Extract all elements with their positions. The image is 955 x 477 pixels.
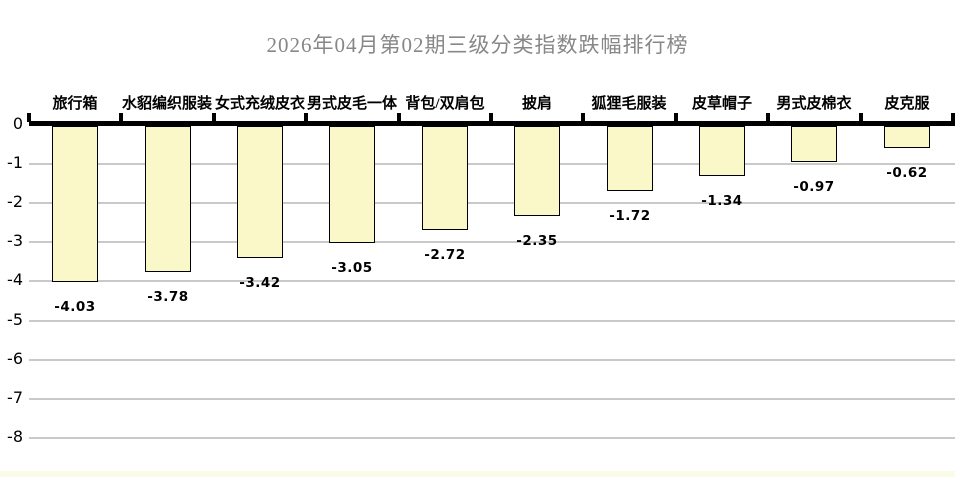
category-label: 旅行箱 (52, 96, 98, 112)
bar (237, 126, 283, 258)
gridline (29, 359, 955, 361)
y-axis-tick-label: -3 (7, 231, 23, 250)
category-label: 狐狸毛服装 (591, 96, 667, 112)
y-axis-tick-label: -6 (7, 349, 23, 368)
bar-value-label: -0.97 (793, 179, 835, 195)
bar (607, 126, 653, 191)
axis-tick (397, 113, 401, 122)
axis-tick (766, 113, 770, 122)
gridline (29, 163, 955, 165)
bar-value-label: -3.05 (331, 260, 373, 276)
y-axis-tick-label: -2 (7, 192, 23, 211)
y-axis-tick-label: -1 (7, 153, 23, 172)
bar (52, 126, 98, 282)
axis-tick (489, 113, 493, 122)
bar-value-label: -4.03 (54, 299, 96, 315)
y-axis-tick-label: 0 (12, 114, 23, 133)
bar (422, 126, 468, 230)
category-label: 披肩 (521, 96, 552, 112)
category-label: 背包/双肩包 (405, 96, 485, 112)
y-axis-tick-label: -5 (7, 310, 23, 329)
gridline (29, 202, 955, 204)
y-axis-tick-label: -7 (7, 388, 23, 407)
axis-tick (674, 113, 678, 122)
bar (329, 126, 375, 243)
gridline (29, 280, 955, 282)
bar (514, 126, 560, 216)
gridline (29, 398, 955, 400)
axis-tick (212, 113, 216, 122)
category-label: 男式皮棉衣 (776, 96, 852, 112)
category-label: 皮草帽子 (691, 96, 752, 112)
gridline (29, 320, 955, 322)
axis-tick (27, 113, 31, 122)
category-label: 皮克服 (884, 96, 930, 112)
category-label: 女式充绒皮衣 (214, 96, 305, 112)
y-axis-tick-label: -4 (7, 270, 23, 289)
footer-strip (0, 471, 955, 477)
axis-tick (581, 113, 585, 122)
bar-value-label: -1.34 (701, 193, 743, 209)
axis-tick (859, 113, 863, 122)
chart-title: 2026年04月第02期三级分类指数跌幅排行榜 (266, 33, 689, 57)
gridline (29, 437, 955, 439)
bar (884, 126, 930, 148)
axis-tick (304, 113, 308, 122)
category-label: 水貂编织服装 (121, 96, 212, 112)
y-axis-tick-label: -8 (7, 427, 23, 446)
bar-value-label: -2.35 (516, 233, 558, 249)
bar (145, 126, 191, 272)
bar-value-label: -2.72 (424, 247, 466, 263)
axis-tick (951, 113, 955, 122)
bar-value-label: -0.62 (886, 165, 928, 181)
category-label: 男式皮毛一体 (306, 96, 397, 112)
bar-value-label: -1.72 (609, 208, 651, 224)
bar (699, 126, 745, 176)
bar-value-label: -3.78 (147, 289, 189, 305)
gridline (29, 241, 955, 243)
bar-value-label: -3.42 (239, 275, 281, 291)
axis-tick (119, 113, 123, 122)
zero-axis-line (29, 121, 955, 126)
bar (791, 126, 837, 162)
